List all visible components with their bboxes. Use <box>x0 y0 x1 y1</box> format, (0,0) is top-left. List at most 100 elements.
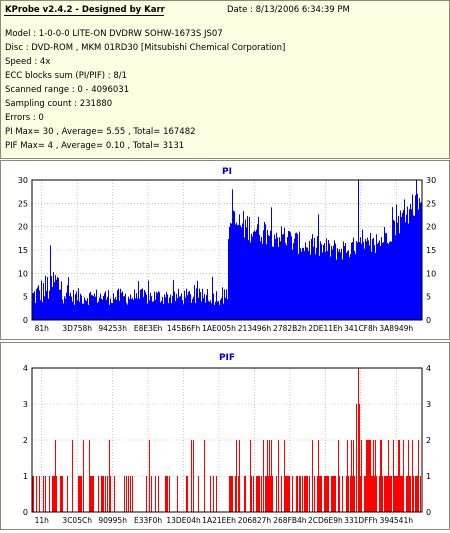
bar <box>408 440 409 512</box>
bar <box>398 440 399 512</box>
bar <box>213 476 214 512</box>
bar <box>111 302 112 320</box>
bar <box>236 222 237 320</box>
bar <box>166 476 167 512</box>
bar <box>62 299 63 320</box>
bar <box>296 232 297 320</box>
bar <box>165 476 166 512</box>
bar <box>113 293 114 320</box>
bar <box>238 476 239 512</box>
bar <box>295 233 296 320</box>
bar <box>365 476 366 512</box>
bar <box>202 288 203 320</box>
bar <box>44 296 45 320</box>
bar <box>340 252 341 320</box>
bar <box>33 476 34 512</box>
bar <box>109 304 110 320</box>
bar <box>412 440 413 512</box>
bar <box>308 251 309 320</box>
bar <box>125 293 126 320</box>
pif-chart: PIF 0 0 1 1 2 2 3 3 4 4 11h 3C05Ch 90995h E33F0h 13DE04… <box>23 353 431 525</box>
bar <box>217 301 218 320</box>
bar <box>49 476 50 512</box>
bar <box>284 440 285 512</box>
bar <box>216 476 217 512</box>
bar <box>394 476 395 512</box>
x-tick-label: 3C05Ch <box>62 516 92 525</box>
x-tick-label: 331DFFh <box>344 516 378 525</box>
bar <box>301 251 302 320</box>
bar <box>278 440 279 512</box>
y-tick-label-left: 5 <box>23 293 28 302</box>
bar <box>154 291 155 320</box>
info-model: Model : 1-0-0-0 LITE-ON DVDRW SOHW-1673S… <box>5 29 223 39</box>
bar <box>158 291 159 320</box>
bar <box>318 440 319 512</box>
x-tick-label: 206827h <box>238 516 272 525</box>
bar <box>395 476 396 512</box>
bar <box>397 476 398 512</box>
bar <box>261 237 262 320</box>
bar <box>368 240 369 320</box>
x-tick-label: 2DE11Eh <box>308 324 343 333</box>
bar <box>269 235 270 320</box>
scan-date: Date : 8/13/2006 6:34:39 PM <box>227 5 350 15</box>
bar <box>411 209 412 320</box>
bar <box>153 301 154 320</box>
bar <box>189 291 190 320</box>
bar <box>68 277 69 320</box>
bar <box>380 246 381 320</box>
chart-title: PIF <box>219 353 235 363</box>
bar <box>374 476 375 512</box>
bar <box>230 222 231 320</box>
bar <box>102 299 103 320</box>
bar <box>101 298 102 320</box>
bar <box>381 440 382 512</box>
bar <box>155 299 156 320</box>
bar <box>359 241 360 320</box>
bar <box>244 476 245 512</box>
bar <box>276 232 277 320</box>
bar <box>404 199 405 320</box>
bar <box>394 221 395 320</box>
bar <box>72 301 73 320</box>
bar <box>257 224 258 320</box>
bar <box>332 476 333 512</box>
bar <box>59 289 60 320</box>
bar <box>350 254 351 320</box>
bar <box>151 476 152 512</box>
bar <box>91 476 92 512</box>
bar <box>67 285 68 320</box>
bar <box>399 233 400 320</box>
bar <box>350 476 351 512</box>
bar <box>333 476 334 512</box>
bar <box>241 227 242 320</box>
bar <box>384 476 385 512</box>
bar <box>393 219 394 320</box>
bar <box>53 272 54 320</box>
bar <box>307 476 308 512</box>
bar <box>352 242 353 320</box>
bar <box>43 283 44 320</box>
bar <box>315 254 316 320</box>
x-tick-label: E33F0h <box>134 516 162 525</box>
bar <box>144 290 145 320</box>
bar <box>330 256 331 320</box>
bar <box>400 476 401 512</box>
bar <box>312 440 313 512</box>
bar <box>177 476 178 512</box>
bar <box>376 476 377 512</box>
x-tick-label: 94253h <box>98 324 127 333</box>
bar <box>174 291 175 320</box>
bar <box>253 476 254 512</box>
bar <box>327 251 328 320</box>
x-tick-label: 145B6Fh <box>167 324 201 333</box>
bar <box>417 194 418 320</box>
bar <box>339 249 340 320</box>
y-tick-label-left: 4 <box>23 364 28 373</box>
bar <box>299 231 300 320</box>
bar <box>133 299 134 320</box>
bar <box>134 289 135 320</box>
bar <box>407 206 408 320</box>
bar <box>351 242 352 320</box>
